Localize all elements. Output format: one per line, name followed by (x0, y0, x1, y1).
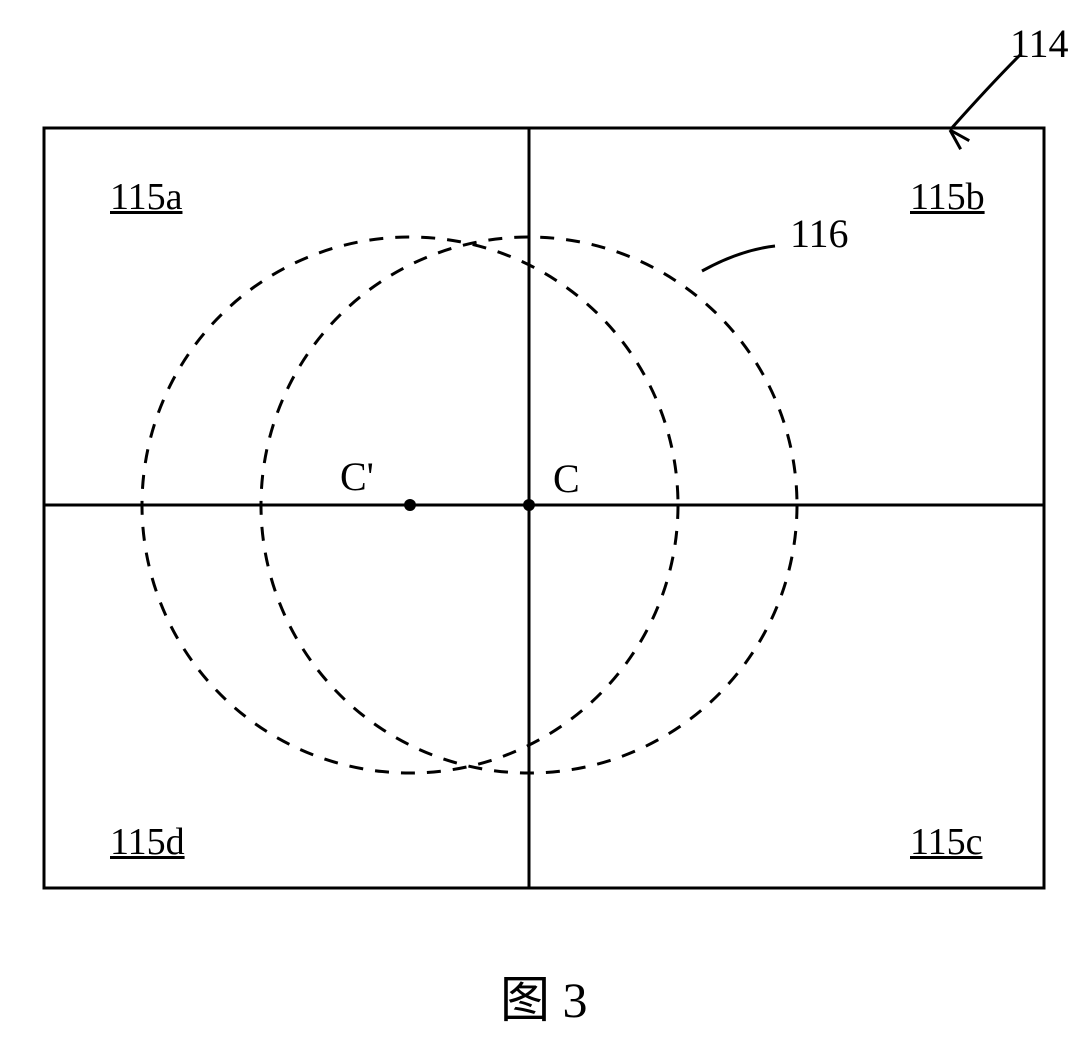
center-point-c-prime (404, 499, 416, 511)
quadrant-label-a: 115a (110, 175, 182, 219)
center-point-c (523, 499, 535, 511)
circle-callout-label: 116 (790, 210, 849, 257)
quadrant-label-c: 115c (910, 820, 982, 864)
quadrant-label-b: 115b (910, 175, 985, 219)
outer-frame (44, 128, 1044, 888)
figure-caption: 图 3 (500, 960, 588, 1032)
callout-leader-116 (702, 246, 775, 271)
quadrant-label-d: 115d (110, 820, 185, 864)
point-label-c: C (553, 455, 580, 502)
figure-ref-label: 114 (1010, 20, 1069, 67)
point-label-c-prime: C' (340, 453, 374, 500)
